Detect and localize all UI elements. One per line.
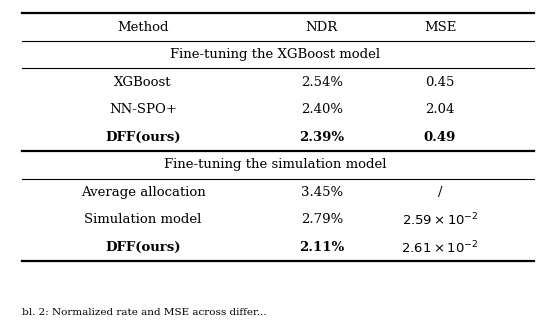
Text: NN-SPO+: NN-SPO+ — [109, 103, 177, 116]
Text: $2.59\times10^{-2}$: $2.59\times10^{-2}$ — [402, 212, 478, 228]
Text: 0.49: 0.49 — [424, 131, 456, 144]
Text: /: / — [438, 186, 442, 199]
Text: bl. 2: Normalized rate and MSE across differ...: bl. 2: Normalized rate and MSE across di… — [22, 307, 267, 317]
Text: 2.04: 2.04 — [425, 103, 455, 116]
Text: DFF(ours): DFF(ours) — [105, 131, 181, 144]
Text: DFF(ours): DFF(ours) — [105, 241, 181, 254]
Text: 3.45%: 3.45% — [301, 186, 343, 199]
Text: 2.54%: 2.54% — [301, 76, 343, 89]
Text: 2.39%: 2.39% — [299, 131, 344, 144]
Text: 2.11%: 2.11% — [299, 241, 344, 254]
Text: Method: Method — [117, 21, 169, 34]
Text: NDR: NDR — [306, 21, 338, 34]
Text: 2.40%: 2.40% — [301, 103, 343, 116]
Text: 0.45: 0.45 — [425, 76, 455, 89]
Text: $2.61\times10^{-2}$: $2.61\times10^{-2}$ — [402, 239, 478, 256]
Text: Average allocation: Average allocation — [81, 186, 205, 199]
Text: MSE: MSE — [424, 21, 456, 34]
Text: Simulation model: Simulation model — [84, 213, 202, 226]
Text: Fine-tuning the simulation model: Fine-tuning the simulation model — [164, 158, 386, 171]
Text: XGBoost: XGBoost — [114, 76, 172, 89]
Text: 2.79%: 2.79% — [301, 213, 343, 226]
Text: Fine-tuning the XGBoost model: Fine-tuning the XGBoost model — [170, 48, 380, 61]
